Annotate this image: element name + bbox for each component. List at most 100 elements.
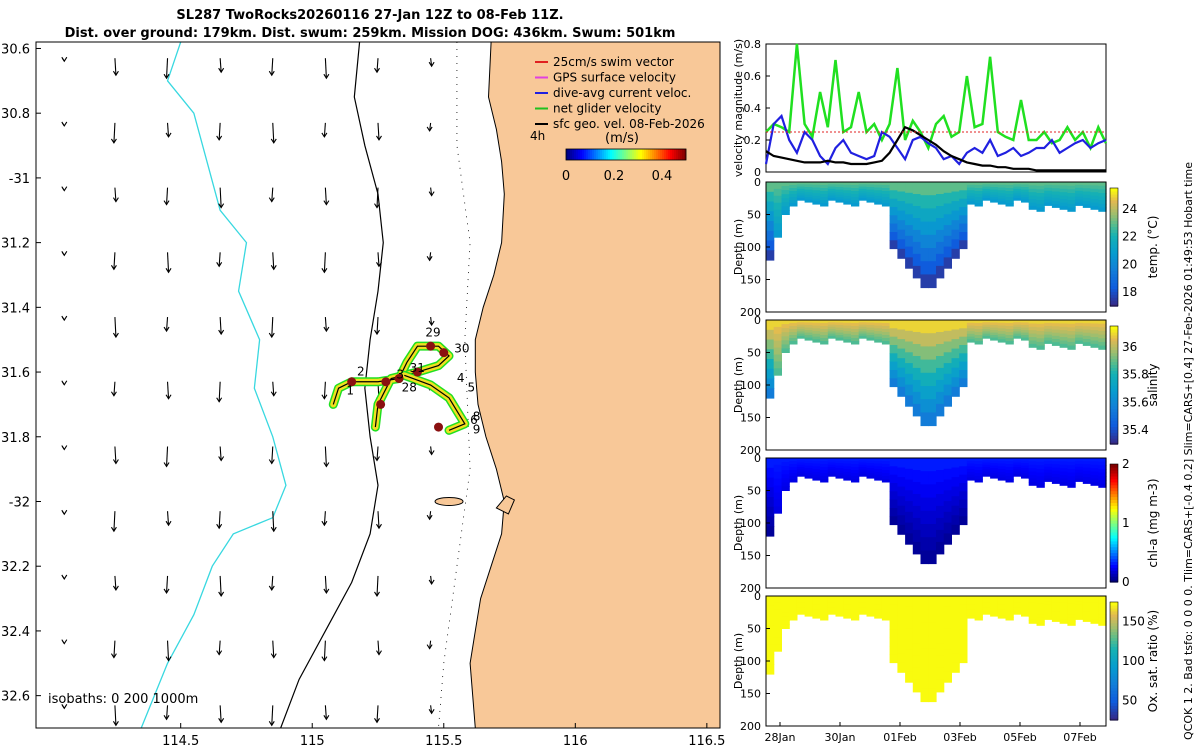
- profile-cell: [781, 470, 790, 475]
- profile-cell: [951, 486, 960, 497]
- profile-cell: [928, 550, 937, 565]
- profile-cell: [858, 471, 867, 475]
- profile-colorbar-cell: [1110, 399, 1118, 404]
- profile-cell: [1051, 185, 1061, 189]
- profile-cell: [951, 229, 960, 240]
- profile-cell: [920, 458, 929, 472]
- map-colorbar-cell: [606, 149, 609, 160]
- profile-cell: [773, 596, 782, 604]
- profile-cell: [1090, 602, 1099, 607]
- profile-cell: [1075, 320, 1084, 324]
- profile-cell: [997, 469, 1007, 473]
- profile-cell: [990, 192, 999, 196]
- profile-cell: [974, 608, 983, 612]
- profile-cell: [1044, 334, 1053, 338]
- profile-cell: [773, 464, 782, 473]
- profile-cell: [874, 474, 883, 478]
- velocity-arrow-head: [374, 67, 380, 74]
- profile-cell: [912, 367, 922, 381]
- profile-cell: [874, 477, 883, 481]
- profile-cell: [912, 391, 922, 405]
- velocity-arrow-head: [216, 397, 223, 403]
- velocity-arrow-head: [218, 718, 225, 724]
- map-colorbar-cell: [674, 149, 677, 160]
- profile-cell: [781, 596, 790, 601]
- profile-cell: [881, 599, 891, 603]
- track-fast-segment: [347, 377, 357, 387]
- profile-cell: [959, 637, 968, 647]
- profile-cell: [766, 191, 775, 203]
- map-colorbar-tick: 0: [562, 169, 570, 184]
- map-colorbar-cell: [682, 149, 685, 160]
- velocity-arrow: [219, 187, 222, 208]
- profile-cell: [835, 596, 844, 599]
- profile-cell: [905, 533, 914, 545]
- profile-cell: [773, 609, 782, 618]
- profile-cell: [858, 605, 867, 608]
- profile-cell: [1075, 322, 1084, 327]
- profile-cell: [912, 218, 922, 231]
- profile-cell: [897, 320, 906, 330]
- profile-cell: [943, 628, 952, 640]
- velocity-arrow-head: [321, 656, 328, 662]
- profile-cell: [796, 471, 806, 475]
- profile-colorbar-cell: [1110, 472, 1118, 477]
- profile-cell: [827, 598, 837, 602]
- profile-cell: [1075, 598, 1084, 603]
- profile-cell: [951, 615, 960, 626]
- profile-cell: [766, 644, 775, 656]
- profile-cell: [773, 485, 782, 493]
- profile-cell: [1098, 458, 1107, 463]
- profile-cell: [1044, 460, 1053, 465]
- profile-colorbar-cell: [1110, 202, 1118, 207]
- profile-cell: [982, 598, 991, 602]
- map-colorbar-cell: [616, 149, 619, 160]
- profile-cell: [843, 601, 852, 605]
- profile-cell: [812, 615, 821, 619]
- map-colorbar-cell: [568, 149, 571, 160]
- profile-colorbar-cell: [1110, 669, 1118, 674]
- profile-cell: [866, 470, 875, 474]
- profile-cell: [1021, 184, 1030, 188]
- profile-cell: [1021, 189, 1030, 193]
- profile-cell: [789, 461, 798, 465]
- profile-cell: [1082, 194, 1092, 199]
- profile-cell: [1098, 182, 1107, 187]
- profile-colorbar-cell: [1110, 561, 1118, 565]
- profile-colorbar-cell: [1110, 267, 1118, 272]
- profile-cell: [820, 323, 829, 327]
- profile-cell: [1059, 199, 1068, 203]
- profile-colorbar-tick: 35.6: [1122, 395, 1149, 409]
- profile-cell: [866, 320, 875, 323]
- profile-cell: [920, 208, 929, 223]
- profile-y-tick-label: 50: [747, 485, 761, 498]
- profile-cell: [789, 329, 798, 333]
- profile-cell: [827, 193, 837, 197]
- profile-cell: [1090, 613, 1099, 617]
- profile-cell: [912, 403, 922, 417]
- velocity-arrow: [430, 316, 433, 326]
- profile-cell: [1082, 602, 1092, 606]
- profile-cell: [959, 629, 968, 639]
- profile-cell: [781, 608, 790, 613]
- profile-cell: [874, 184, 883, 189]
- profile-cell: [928, 609, 937, 623]
- profile-cell: [796, 600, 806, 604]
- map-colorbar-cell: [574, 149, 577, 160]
- profile-cell: [912, 229, 922, 243]
- profile-cell: [1044, 182, 1053, 186]
- velocity-arrow: [166, 511, 170, 526]
- profile-cell: [789, 476, 798, 480]
- profile-cell: [1044, 601, 1053, 606]
- profile-cell: [858, 473, 867, 477]
- profile-cell: [912, 482, 922, 495]
- profile-cell: [781, 612, 790, 617]
- profile-cell: [889, 328, 898, 338]
- velocity-arrow-head: [216, 650, 223, 656]
- profile-colorbar-cell: [1110, 411, 1118, 416]
- map-colorbar-cell: [600, 149, 603, 160]
- profile-cell: [827, 602, 837, 606]
- profile-cell: [1013, 473, 1022, 477]
- profile-cell: [966, 336, 976, 340]
